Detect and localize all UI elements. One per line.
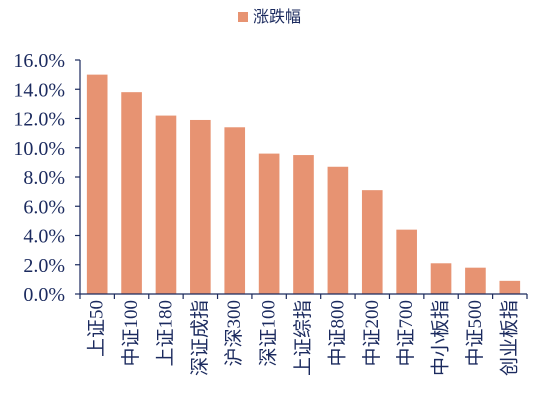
bar-2 <box>121 92 142 294</box>
bar-8 <box>327 166 349 294</box>
bar-9 <box>361 190 383 294</box>
y-tick-label: 2.0% <box>23 255 65 277</box>
x-category-label: 中证500 <box>464 300 486 367</box>
legend-swatch <box>238 12 248 22</box>
chart-legend: 涨跌幅 <box>238 6 301 28</box>
x-category-label: 中证700 <box>395 300 417 367</box>
x-category-label: 深证100 <box>258 300 280 367</box>
bars-group <box>86 74 521 295</box>
x-category-label: 中小板指 <box>430 300 452 376</box>
x-category-label: 中证200 <box>361 300 383 367</box>
y-tick-label: 16.0% <box>13 50 65 72</box>
x-category-label: 沪深300 <box>223 300 245 367</box>
bar-6 <box>258 153 280 294</box>
x-category-label: 中证100 <box>120 300 142 367</box>
bar-1 <box>86 74 108 295</box>
x-category-label: 中证800 <box>326 300 348 367</box>
bar-10 <box>396 229 417 294</box>
bar-13 <box>499 280 521 294</box>
bar-7 <box>293 155 314 294</box>
y-tick-label: 10.0% <box>13 138 65 160</box>
y-tick-label: 6.0% <box>23 196 65 218</box>
bar-11 <box>430 263 452 294</box>
y-tick-label: 4.0% <box>23 226 65 248</box>
x-axis-category-labels: 上证50 中证100 上证180 深证成指 沪深300 深证100 上证综指 中证800 中证2… <box>86 300 521 376</box>
legend-label: 涨跌幅 <box>253 7 302 26</box>
x-category-label: 上证180 <box>154 300 176 367</box>
bar-12 <box>465 267 486 294</box>
x-category-label: 上证50 <box>86 300 108 357</box>
x-category-label: 深证成指 <box>189 300 211 376</box>
y-axis-tick-labels: 0.0% 2.0% 4.0% 6.0% 8.0% 10.0% 12.0% 14.0% 16.0% <box>13 50 65 306</box>
y-tick-label: 12.0% <box>13 109 65 131</box>
bar-5 <box>224 127 246 294</box>
y-tick-label: 0.0% <box>23 284 65 306</box>
y-tick-label: 14.0% <box>13 79 65 101</box>
axes-group <box>75 59 528 299</box>
x-category-label: 创业板指 <box>498 300 520 376</box>
bar-4 <box>190 119 211 295</box>
bar-3 <box>155 115 177 294</box>
x-category-label: 上证综指 <box>292 300 314 376</box>
y-tick-label: 8.0% <box>23 167 65 189</box>
